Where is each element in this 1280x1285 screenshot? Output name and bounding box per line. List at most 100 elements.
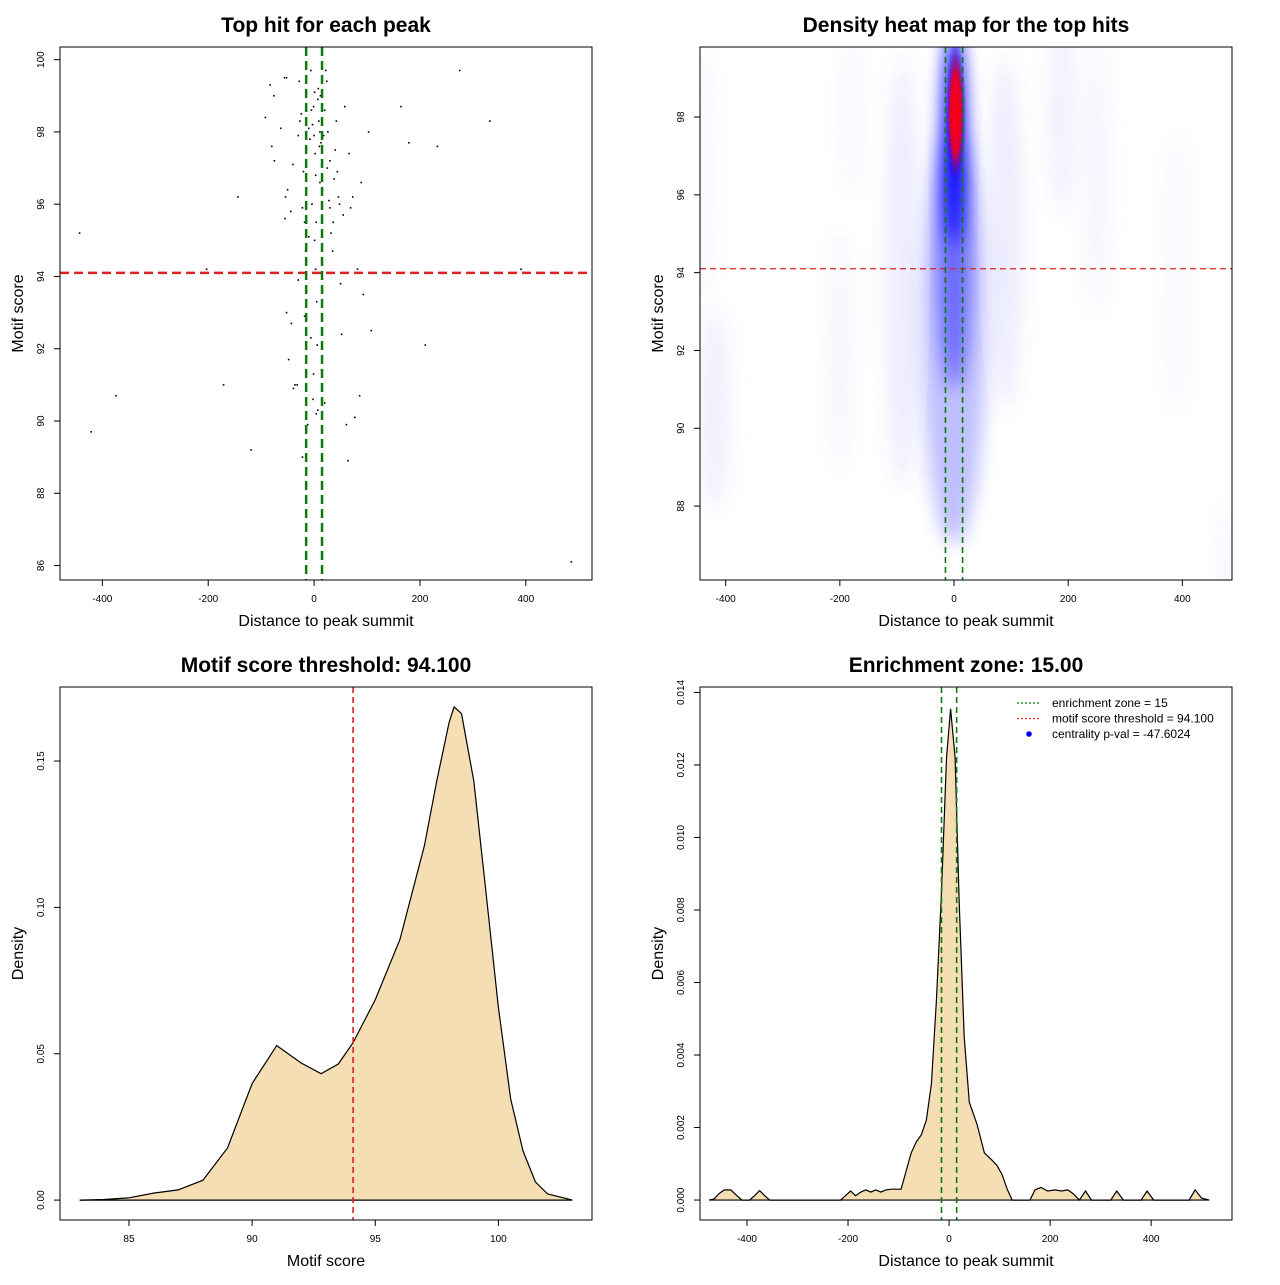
data-point-77 bbox=[340, 333, 343, 336]
x-tick-label-0: -400 bbox=[92, 594, 112, 605]
data-point-86 bbox=[356, 268, 359, 271]
data-point-46 bbox=[316, 344, 319, 346]
legend-entry-0: enrichment zone = 15 bbox=[1052, 696, 1168, 710]
data-point-114 bbox=[317, 87, 320, 90]
y-axis: 0.00 0.05 0.10 0.15 bbox=[36, 751, 60, 1210]
heatmap-density bbox=[700, 47, 1232, 580]
data-point-70 bbox=[333, 178, 336, 180]
y-tick-label-6: 0.012 bbox=[676, 752, 687, 777]
data-point-52 bbox=[318, 120, 320, 122]
x-tick-label-1: -200 bbox=[830, 594, 850, 605]
data-point-4 bbox=[222, 384, 225, 386]
density-blob-12 bbox=[842, 47, 860, 195]
data-point-11 bbox=[273, 160, 276, 162]
data-point-5 bbox=[237, 196, 239, 198]
legend-swatch-2 bbox=[1026, 731, 1032, 737]
panel-distance-density: Enrichment zone: 15.00 Distance to peak s… bbox=[650, 654, 1233, 1270]
density-blob-5 bbox=[831, 233, 848, 468]
data-point-108 bbox=[297, 279, 300, 281]
density-blob-4 bbox=[988, 58, 1023, 409]
legend: enrichment zone = 15 motif score threshol… bbox=[1017, 696, 1214, 741]
data-point-101 bbox=[292, 163, 294, 166]
plot-frame bbox=[59, 686, 593, 1221]
data-point-61 bbox=[322, 134, 325, 137]
data-point-97 bbox=[489, 120, 491, 122]
y-tick-label-3: 92 bbox=[36, 343, 47, 355]
x-axis-label: Distance to peak summit bbox=[878, 1253, 1054, 1270]
data-point-109 bbox=[323, 402, 326, 404]
y-tick-label-5: 98 bbox=[676, 111, 687, 123]
data-point-0 bbox=[78, 232, 81, 234]
data-point-90 bbox=[367, 131, 370, 133]
data-point-73 bbox=[336, 170, 339, 173]
data-point-113 bbox=[303, 315, 306, 318]
legend-entry-2: centrality p-val = -47.6024 bbox=[1052, 727, 1191, 741]
data-point-100 bbox=[285, 311, 288, 314]
data-point-38 bbox=[311, 123, 314, 126]
y-axis-label: Motif score bbox=[10, 274, 27, 352]
y-tick-label-7: 0.014 bbox=[676, 679, 687, 704]
data-point-115 bbox=[326, 167, 329, 169]
y-tick-label-4: 0.008 bbox=[676, 897, 687, 922]
x-tick-label-1: -200 bbox=[198, 594, 218, 605]
data-point-89 bbox=[362, 293, 365, 296]
x-tick-label-1: 90 bbox=[247, 1234, 259, 1245]
data-point-35 bbox=[309, 138, 311, 140]
x-tick-label-0: 85 bbox=[123, 1234, 135, 1245]
data-point-20 bbox=[290, 322, 293, 325]
data-point-66 bbox=[328, 199, 330, 202]
data-point-40 bbox=[313, 134, 315, 137]
data-point-84 bbox=[351, 196, 354, 198]
y-axis-label: Density bbox=[650, 927, 667, 980]
panel-heatmap: Density heat map for the top hits Distanc… bbox=[650, 14, 1233, 630]
data-point-53 bbox=[318, 145, 321, 148]
data-point-54 bbox=[319, 131, 321, 133]
data-point-106 bbox=[329, 160, 331, 162]
density-blob-3 bbox=[885, 58, 920, 487]
plot-frame bbox=[699, 46, 1233, 581]
data-point-75 bbox=[338, 203, 341, 205]
data-point-36 bbox=[310, 69, 312, 72]
data-point-47 bbox=[312, 398, 314, 401]
data-point-91 bbox=[370, 329, 373, 332]
x-tick-label-4: 400 bbox=[517, 594, 534, 605]
data-point-67 bbox=[329, 207, 331, 209]
y-tick-label-1: 90 bbox=[676, 422, 687, 434]
data-point-63 bbox=[324, 69, 327, 72]
data-point-50 bbox=[314, 268, 317, 271]
y-tick-label-0: 0.00 bbox=[36, 1190, 47, 1210]
data-point-30 bbox=[303, 221, 306, 224]
data-point-69 bbox=[331, 250, 334, 252]
data-point-78 bbox=[342, 214, 345, 216]
x-axis: -400 -200 0 200 400 bbox=[92, 580, 535, 605]
data-point-99 bbox=[570, 561, 573, 563]
data-point-93 bbox=[408, 141, 410, 144]
x-axis: -400 -200 0 200 400 bbox=[737, 1220, 1160, 1245]
data-point-80 bbox=[345, 423, 348, 426]
data-point-14 bbox=[285, 76, 288, 79]
y-tick-label-1: 0.05 bbox=[36, 1044, 47, 1064]
data-point-23 bbox=[296, 384, 298, 386]
data-point-22 bbox=[294, 384, 296, 386]
density-blob-6 bbox=[700, 307, 732, 510]
y-tick-label-1: 88 bbox=[36, 487, 47, 499]
y-tick-label-1: 0.002 bbox=[676, 1115, 687, 1140]
panel-score-density: Motif score threshold: 94.100 Motif score… bbox=[10, 654, 593, 1270]
data-point-27 bbox=[300, 113, 303, 115]
x-tick-label-3: 200 bbox=[1042, 1234, 1059, 1245]
y-tick-label-2: 0.10 bbox=[36, 897, 47, 917]
data-point-95 bbox=[436, 145, 439, 148]
data-point-2 bbox=[115, 394, 117, 397]
data-point-96 bbox=[458, 69, 461, 72]
x-axis-label: Motif score bbox=[287, 1253, 365, 1270]
data-point-18 bbox=[289, 210, 292, 213]
density-blob-9 bbox=[1085, 47, 1109, 312]
chart-title: Top hit for each peak bbox=[221, 14, 431, 37]
y-tick-label-4: 96 bbox=[676, 189, 687, 201]
x-tick-label-2: 0 bbox=[951, 594, 957, 605]
data-point-103 bbox=[310, 337, 312, 339]
x-tick-label-2: 95 bbox=[370, 1234, 382, 1245]
data-point-3 bbox=[205, 268, 208, 271]
